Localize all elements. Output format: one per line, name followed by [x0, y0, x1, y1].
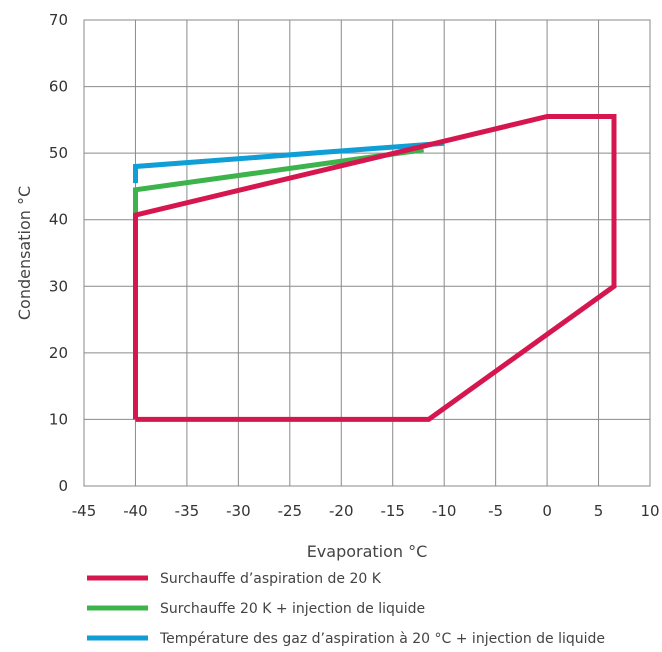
x-tick-label: -30 — [226, 502, 251, 520]
series-layer — [133, 114, 617, 422]
series-line — [133, 140, 445, 184]
x-tick-label: -15 — [380, 502, 405, 520]
grid — [83, 19, 651, 487]
legend-label: Surchauffe 20 K + injection de liquide — [160, 601, 425, 617]
y-tick-label: 70 — [49, 11, 68, 29]
y-tick-label: 0 — [58, 477, 68, 495]
legend-label: Surchauffe d’aspiration de 20 K — [160, 571, 382, 587]
x-tick-label: 10 — [640, 502, 659, 520]
y-axis-ticks: 0 10 20 30 40 50 60 70 — [49, 11, 68, 495]
y-tick-label: 40 — [49, 211, 68, 229]
legend-label: Température des gaz d’aspiration à 20 °C… — [159, 631, 605, 647]
x-tick-label: -35 — [175, 502, 200, 520]
x-tick-label: 5 — [594, 502, 604, 520]
y-axis-title: Condensation °C — [15, 186, 34, 320]
plot-area — [83, 19, 651, 487]
y-tick-label: 60 — [49, 78, 68, 96]
legend: Surchauffe d’aspiration de 20 K Surchauff… — [87, 571, 605, 647]
x-axis-ticks: -45 -40 -35 -30 -25 -20 -15 -10 -5 0 5 10 — [72, 502, 660, 520]
x-tick-label: -25 — [278, 502, 303, 520]
x-tick-label: -45 — [72, 502, 97, 520]
x-axis-title: Evaporation °C — [307, 542, 428, 561]
y-tick-label: 10 — [49, 410, 68, 428]
series-line — [133, 147, 424, 216]
series-line — [133, 114, 617, 422]
x-tick-label: -10 — [432, 502, 457, 520]
y-tick-label: 30 — [49, 277, 68, 295]
x-tick-label: 0 — [542, 502, 552, 520]
x-tick-label: -40 — [123, 502, 148, 520]
x-tick-label: -20 — [329, 502, 354, 520]
y-tick-label: 20 — [49, 344, 68, 362]
x-tick-label: -5 — [488, 502, 503, 520]
y-tick-label: 50 — [49, 144, 68, 162]
